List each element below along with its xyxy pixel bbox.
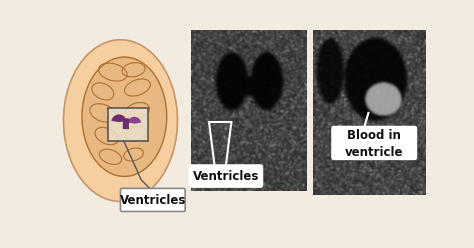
FancyBboxPatch shape	[190, 165, 262, 187]
Text: Ventricles: Ventricles	[119, 194, 186, 207]
FancyBboxPatch shape	[332, 127, 416, 159]
Ellipse shape	[82, 57, 167, 176]
Wedge shape	[111, 115, 127, 122]
FancyBboxPatch shape	[123, 118, 129, 129]
FancyBboxPatch shape	[120, 188, 185, 212]
Ellipse shape	[64, 40, 177, 201]
Wedge shape	[128, 117, 141, 124]
Text: Ventricles: Ventricles	[193, 170, 259, 183]
Text: Blood in
ventricle: Blood in ventricle	[345, 129, 403, 159]
FancyBboxPatch shape	[108, 108, 148, 141]
